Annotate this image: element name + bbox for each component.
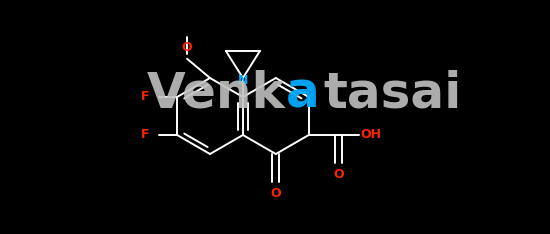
Text: Venk: Venk xyxy=(147,69,286,118)
Text: F: F xyxy=(141,91,149,103)
Text: N: N xyxy=(238,74,248,87)
Text: tasai: tasai xyxy=(323,69,462,118)
Text: OH: OH xyxy=(361,128,382,142)
Text: O: O xyxy=(333,168,344,181)
Text: F: F xyxy=(141,128,149,142)
Text: O: O xyxy=(182,41,192,54)
Text: O: O xyxy=(271,187,281,200)
Text: a: a xyxy=(286,69,320,118)
